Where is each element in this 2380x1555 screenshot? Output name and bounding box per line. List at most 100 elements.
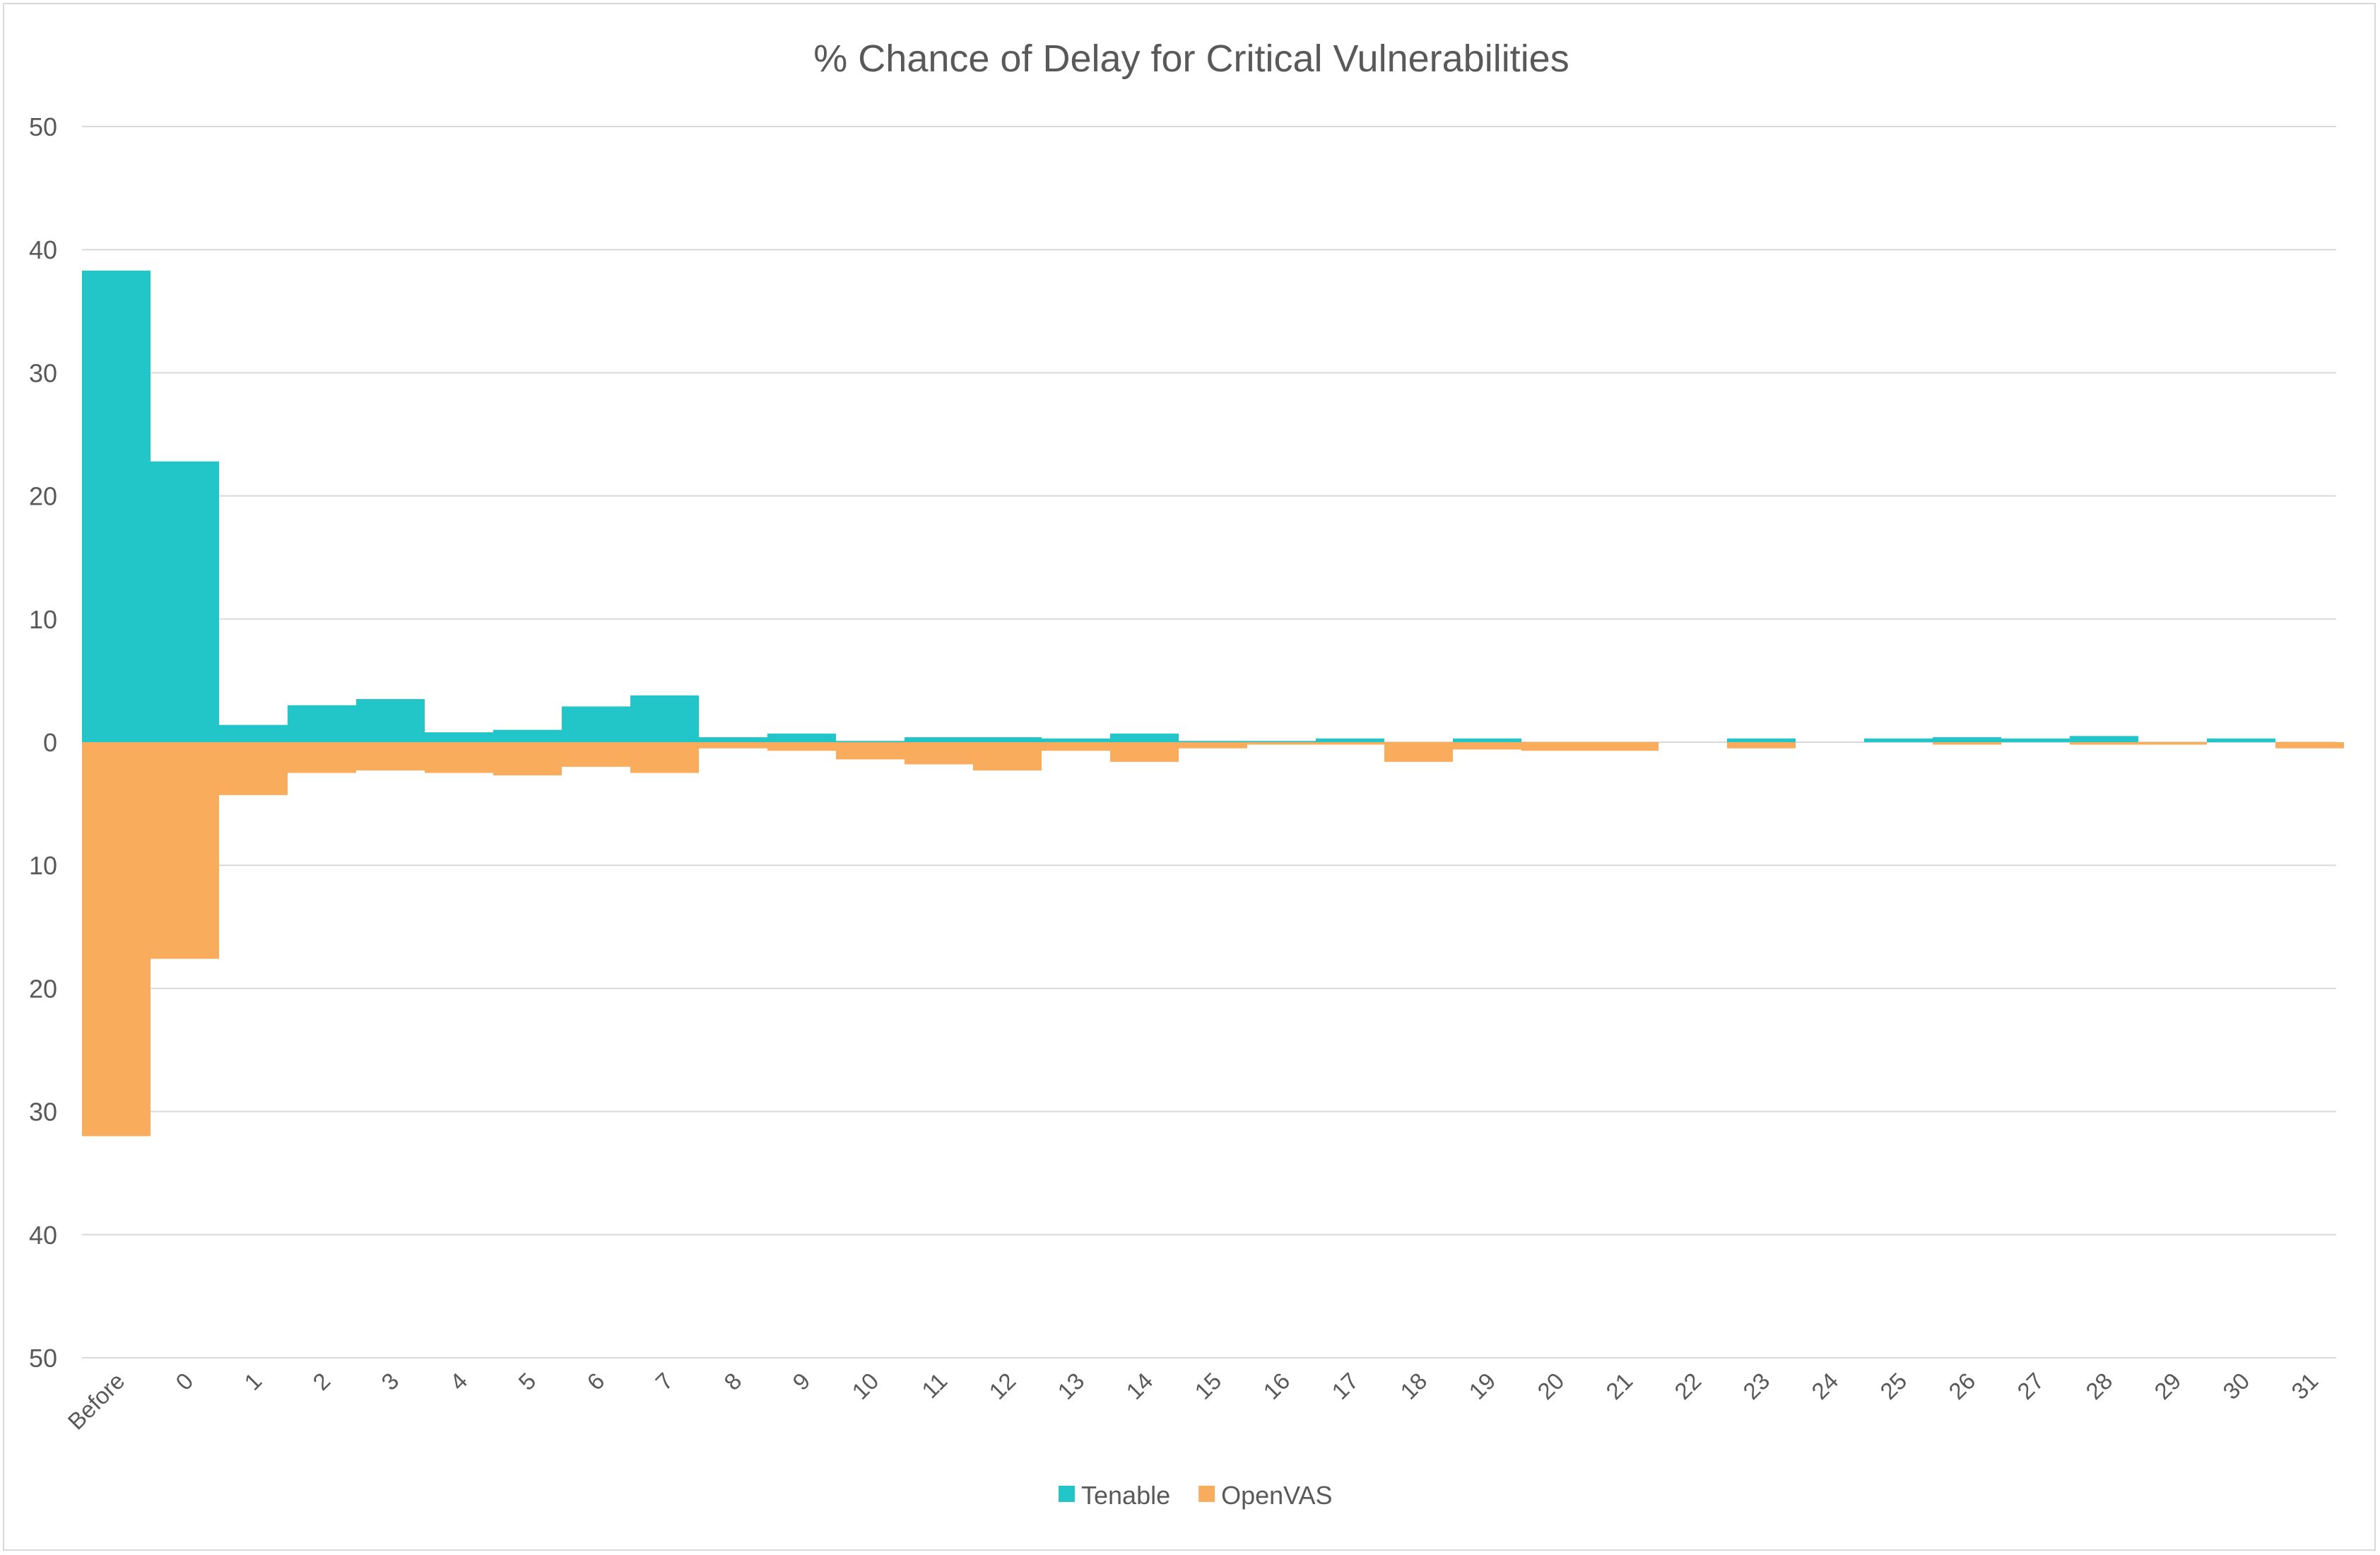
bar-openvas-12 — [973, 742, 1042, 771]
x-tick-label: 18 — [1395, 1368, 1432, 1404]
x-tick-label: 10 — [847, 1368, 883, 1404]
x-tick-label: 25 — [1875, 1368, 1911, 1404]
bar-tenable-7 — [630, 695, 699, 742]
bar-tenable-9 — [767, 733, 836, 742]
bar-openvas-8 — [699, 742, 767, 749]
bars — [82, 270, 2344, 1137]
bar-tenable-12 — [973, 737, 1042, 742]
x-tick-label: 28 — [2080, 1368, 2117, 1404]
bar-openvas-5 — [493, 742, 562, 776]
x-tick-label: 22 — [1669, 1368, 1706, 1404]
x-tick-label: 0 — [170, 1368, 198, 1395]
bar-tenable-30 — [2207, 738, 2275, 742]
legend-label-tenable: Tenable — [1081, 1481, 1170, 1510]
legend-label-openvas: OpenVAS — [1221, 1481, 1332, 1510]
legend[interactable]: Tenable OpenVAS — [1059, 1481, 1333, 1510]
bar-openvas-before — [82, 742, 151, 1137]
bar-openvas-20 — [1521, 742, 1590, 751]
bar-tenable-28 — [2070, 736, 2138, 742]
bar-tenable-1 — [219, 724, 288, 742]
x-tick-label: 30 — [2217, 1368, 2254, 1404]
bar-tenable-8 — [699, 737, 767, 742]
bar-openvas-10 — [836, 742, 905, 760]
x-tick-label: 21 — [1601, 1368, 1637, 1404]
x-tick-label: Before — [63, 1368, 130, 1435]
y-tick-label: 50 — [29, 112, 57, 141]
bar-tenable-14 — [1110, 733, 1179, 742]
x-tick-label: 4 — [444, 1368, 472, 1395]
x-tick-label: 20 — [1532, 1368, 1569, 1404]
x-tick-label: 2 — [307, 1368, 335, 1395]
bar-openvas-11 — [905, 742, 973, 765]
x-tick-label: 29 — [2149, 1368, 2186, 1404]
y-tick-label: 30 — [29, 358, 57, 387]
x-tick-label: 9 — [787, 1368, 815, 1395]
bar-openvas-2 — [288, 742, 356, 773]
bar-openvas-0 — [151, 742, 219, 959]
bar-openvas-9 — [767, 742, 836, 751]
y-tick-label: 20 — [29, 974, 57, 1003]
x-tick-label: 7 — [650, 1368, 678, 1395]
bar-tenable-15 — [1179, 741, 1247, 742]
bar-tenable-19 — [1453, 738, 1521, 742]
x-tick-label: 13 — [1052, 1368, 1089, 1404]
x-tick-label: 12 — [984, 1368, 1020, 1404]
bar-tenable-26 — [1933, 737, 2001, 742]
x-axis-ticks: Before 0 1 2 3 4 5 6 7 8 9 10 11 12 13 14 15 16 17 18 19 20 21… — [63, 1368, 2323, 1435]
bar-openvas-26 — [1933, 742, 2001, 745]
y-tick-label: 40 — [29, 235, 57, 264]
chart-frame: % Chance of Delay for Critical Vulnerabi… — [3, 3, 2376, 1551]
bar-tenable-17 — [1316, 738, 1384, 742]
bar-tenable-23 — [1727, 738, 1796, 742]
y-tick-label: 40 — [29, 1221, 57, 1250]
y-tick-label: 20 — [29, 482, 57, 511]
bar-openvas-15 — [1179, 742, 1247, 749]
bar-openvas-23 — [1727, 742, 1796, 749]
bar-tenable-2 — [288, 705, 356, 742]
x-tick-label: 16 — [1258, 1368, 1295, 1404]
x-tick-label: 26 — [1943, 1368, 1980, 1404]
bar-tenable-before — [82, 270, 151, 743]
bar-openvas-14 — [1110, 742, 1179, 762]
bar-tenable-5 — [493, 729, 562, 742]
x-tick-label: 11 — [917, 1368, 952, 1403]
bar-tenable-27 — [2001, 738, 2070, 742]
legend-swatch-tenable — [1059, 1486, 1075, 1502]
bar-openvas-17 — [1316, 742, 1384, 745]
bar-openvas-28 — [2070, 742, 2138, 745]
y-tick-label: 30 — [29, 1098, 57, 1127]
legend-swatch-openvas — [1198, 1486, 1215, 1502]
bar-tenable-3 — [356, 699, 425, 742]
bar-tenable-16 — [1247, 741, 1316, 742]
chart-svg: % Chance of Delay for Critical Vulnerabi… — [29, 37, 2344, 1510]
bar-openvas-29 — [2138, 742, 2207, 745]
x-tick-label: 19 — [1463, 1368, 1500, 1404]
y-tick-label: 0 — [43, 728, 57, 757]
bar-openvas-6 — [562, 742, 630, 767]
bar-openvas-3 — [356, 742, 425, 771]
bar-tenable-6 — [562, 706, 630, 742]
x-tick-label: 1 — [239, 1368, 266, 1395]
x-tick-label: 23 — [1738, 1368, 1774, 1404]
bar-tenable-4 — [425, 732, 493, 742]
y-axis-ticks: 50 40 30 20 10 0 10 20 30 40 50 — [29, 112, 57, 1373]
bar-openvas-18 — [1384, 742, 1453, 762]
bar-openvas-7 — [630, 742, 699, 773]
bar-openvas-4 — [425, 742, 493, 773]
y-tick-label: 10 — [29, 851, 57, 880]
x-tick-label: 6 — [582, 1368, 609, 1395]
bar-openvas-21 — [1590, 742, 1659, 751]
x-tick-label: 17 — [1326, 1368, 1363, 1404]
x-tick-label: 5 — [513, 1368, 541, 1395]
chart-title: % Chance of Delay for Critical Vulnerabi… — [813, 37, 1569, 80]
bar-openvas-19 — [1453, 742, 1521, 750]
y-tick-label: 10 — [29, 605, 57, 634]
x-tick-label: 3 — [376, 1368, 403, 1395]
bar-openvas-1 — [219, 742, 288, 795]
bar-tenable-13 — [1042, 738, 1110, 742]
x-tick-label: 27 — [2012, 1368, 2049, 1404]
bar-tenable-11 — [905, 737, 973, 742]
bar-openvas-16 — [1247, 742, 1316, 745]
bar-tenable-25 — [1864, 738, 1933, 742]
x-tick-label: 14 — [1121, 1368, 1157, 1404]
